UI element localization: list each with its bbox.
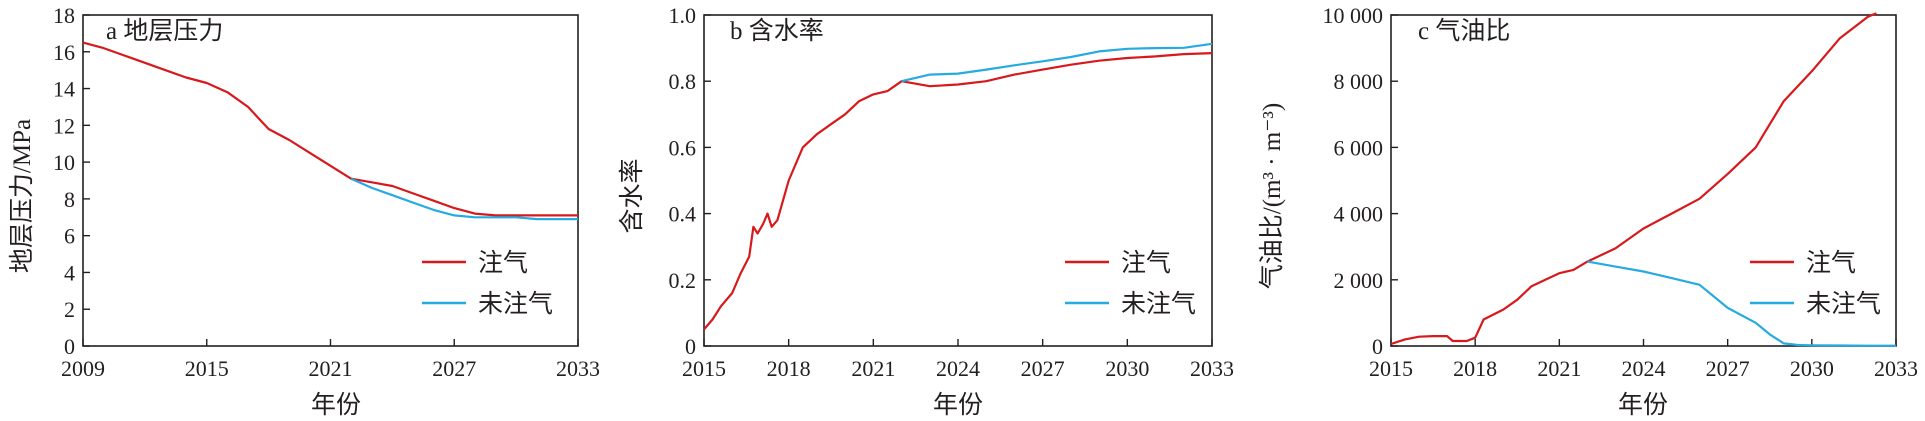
panel-a-y-tick-label: 12	[53, 113, 75, 138]
panel-a-y-tick-label: 0	[64, 334, 75, 359]
panel-b-x-tick-label: 2027	[1021, 356, 1065, 381]
panel-a-x-tick-label: 2033	[556, 356, 600, 381]
panel-a: a 地层压力 年份 地层压力/MPa 注气 未注气 2009 2015 2021 20…	[8, 3, 600, 419]
panel-a-legend-label-0: 注气	[478, 249, 528, 277]
panel-b-y-tick-label: 0.6	[669, 135, 697, 160]
panel-a-y-tick-label: 8	[64, 187, 75, 212]
panel-c-x-tick-label: 2024	[1622, 356, 1666, 381]
panel-b-y-tick-label: 0.8	[669, 69, 697, 94]
panel-b-x-tick-label: 2021	[851, 356, 895, 381]
panel-c-x-tick-label: 2018	[1453, 356, 1497, 381]
panel-a-x-tick-label: 2021	[309, 356, 353, 381]
panel-c-y-tick-label: 4 000	[1334, 202, 1384, 227]
panel-b-y-tick-label: 0.2	[669, 268, 697, 293]
panel-a-y-tick-label: 10	[53, 150, 75, 175]
panel-c-y-tick-label: 8 000	[1334, 69, 1384, 94]
panel-a-y-label: 地层压力/MPa	[8, 119, 36, 273]
panel-a-y-tick-label: 6	[64, 224, 75, 249]
panel-c-y-tick-label: 10 000	[1323, 3, 1384, 28]
panel-c-x-tick-label: 2033	[1874, 356, 1918, 381]
panel-a-y-tick-label: 2	[64, 297, 75, 322]
panel-b-x-tick-label: 2018	[767, 356, 811, 381]
panel-c-y-label: 气油比/(m³ · m⁻³)	[1258, 103, 1286, 290]
panel-a-y-tick-label: 4	[64, 260, 75, 285]
panel-c-y-tick-label: 2 000	[1334, 268, 1384, 293]
panel-b-series-line-1	[901, 42, 1213, 83]
panel-b-title: b 含水率	[730, 17, 824, 45]
panel-c-x-tick-label: 2030	[1790, 356, 1834, 381]
panel-b-x-tick-label: 2033	[1190, 356, 1234, 381]
panel-c-x-tick-label: 2021	[1537, 356, 1581, 381]
panel-b-legend-label-0: 注气	[1121, 249, 1171, 277]
panel-a-x-tick-label: 2009	[61, 356, 105, 381]
panel-a-y-tick-label: 14	[53, 77, 75, 102]
panel-b-x-label: 年份	[933, 391, 983, 419]
panel-a-x-tick-label: 2027	[432, 356, 476, 381]
panel-a-series-line-0	[82, 41, 578, 217]
panel-c-series-line-0	[1390, 12, 1877, 346]
panel-a-title: a 地层压力	[106, 17, 223, 45]
panel-c-legend-label-1: 未注气	[1806, 290, 1881, 318]
panel-b-y-label: 含水率	[618, 158, 646, 233]
panel-a-legend-label-1: 未注气	[478, 290, 553, 318]
panel-b-y-tick-label: 0	[685, 334, 696, 359]
panel-b-y-tick-label: 1.0	[669, 3, 697, 28]
panel-c-legend-label-0: 注气	[1806, 249, 1856, 277]
panel-a-x-tick-label: 2015	[185, 356, 229, 381]
panel-a-series-line-1	[350, 177, 578, 221]
panel-a-y-tick-label: 16	[53, 40, 75, 65]
panel-b-y-tick-label: 0.4	[669, 202, 697, 227]
panel-c-y-tick-label: 6 000	[1334, 135, 1384, 160]
panel-c-title: c 气油比	[1418, 17, 1510, 45]
panel-c-y-tick-label: 0	[1372, 334, 1383, 359]
panel-b-series-line-0	[703, 52, 1213, 331]
panel-b-legend-label-1: 未注气	[1121, 290, 1196, 318]
panel-c-x-label: 年份	[1618, 391, 1668, 419]
panel-c-x-tick-label: 2015	[1369, 356, 1413, 381]
panel-c: c 气油比 年份 气油比/(m³ · m⁻³) 注气 未注气 2015 2018 2…	[1258, 3, 1918, 419]
panel-b-x-tick-label: 2030	[1105, 356, 1149, 381]
panel-a-x-label: 年份	[311, 391, 361, 419]
panel-a-y-tick-label: 18	[53, 3, 75, 28]
panel-c-series-line-1	[1587, 260, 1896, 347]
panel-b-x-tick-label: 2024	[936, 356, 980, 381]
panel-b: b 含水率 年份 含水率 注气 未注气 2015 2018 2021 2024 2027…	[618, 3, 1234, 419]
panel-c-x-tick-label: 2027	[1706, 356, 1750, 381]
panel-b-x-tick-label: 2015	[682, 356, 726, 381]
